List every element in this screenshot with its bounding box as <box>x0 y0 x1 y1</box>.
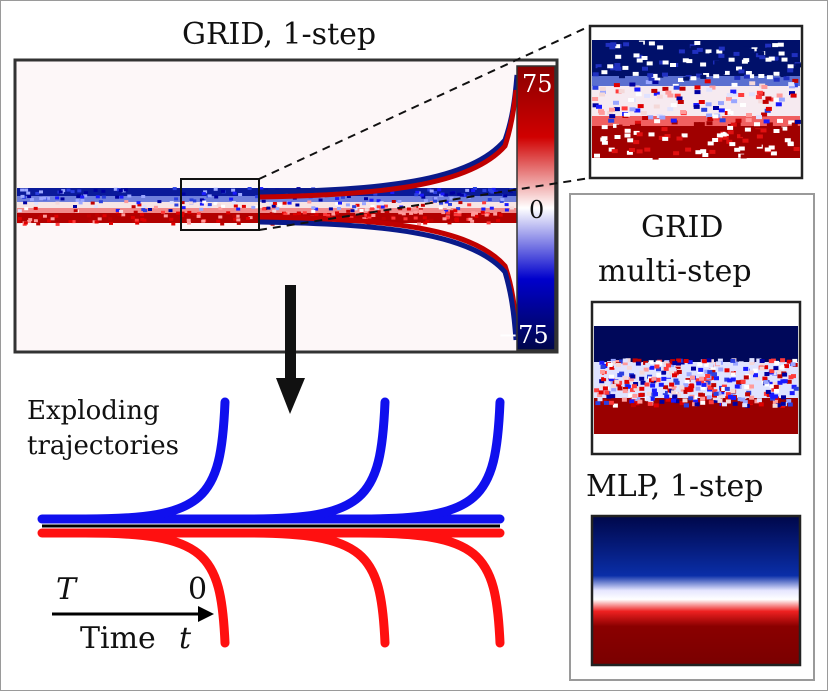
trajectory-sketch <box>37 397 505 648</box>
mlp-heatmap <box>590 514 802 667</box>
colorbar-max-label: 75 <box>522 70 553 98</box>
colorbar-min-label: −75 <box>498 321 549 349</box>
down-arrow <box>276 285 305 414</box>
colorbar <box>516 65 556 351</box>
zoom-connector-top <box>258 25 591 180</box>
upper-exploding-trajectory-1 <box>80 397 230 524</box>
comparison-panel <box>569 193 815 681</box>
trajectories-label-line1: Exploding <box>27 396 160 426</box>
trajectories-label-line2: trajectories <box>27 431 179 461</box>
upper-exploding-trajectory-3 <box>355 397 505 524</box>
time-start-label: T <box>56 572 77 607</box>
lower-exploding-trajectory-3 <box>355 528 505 648</box>
lower-exploding-trajectory-1 <box>80 528 230 648</box>
time-axis-word: Time <box>80 621 156 656</box>
zoom-box <box>180 178 260 231</box>
time-axis-arrow <box>52 606 214 622</box>
colorbar-mid-label: 0 <box>529 196 545 224</box>
grid-multistep-heatmap <box>590 300 802 456</box>
main-title: GRID, 1-step <box>182 17 377 52</box>
time-end-label: 0 <box>188 572 208 607</box>
upper-exploding-trajectory-2 <box>240 397 390 524</box>
lower-exploding-trajectory-2 <box>240 528 390 648</box>
grid-multistep-title-line2: multi-step <box>598 254 752 289</box>
zoom-inset <box>588 24 804 180</box>
time-axis-var: t <box>179 621 192 656</box>
mlp-title: MLP, 1-step <box>586 469 764 504</box>
multi-speckle <box>594 358 799 408</box>
band-speckle <box>17 187 514 226</box>
grid-multistep-title-line1: GRID <box>641 210 724 245</box>
inset-speckle <box>592 40 802 160</box>
